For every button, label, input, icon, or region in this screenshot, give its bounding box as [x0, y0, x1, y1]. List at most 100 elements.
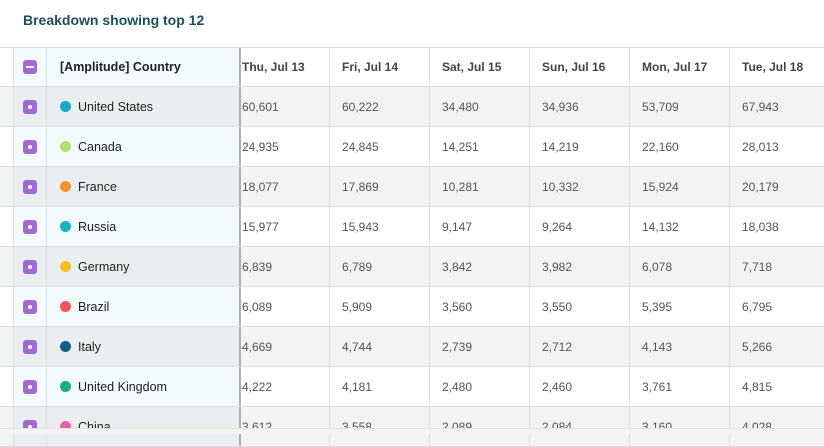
series-color-dot — [60, 141, 71, 152]
country-label: Italy — [78, 339, 101, 354]
table-row: China 3,612 3,558 2,089 2,084 3,160 4,028 — [0, 407, 824, 447]
horizontal-scrollbar[interactable] — [0, 428, 824, 434]
value-cell: 5,266 — [742, 339, 773, 354]
country-cell: China — [47, 407, 241, 446]
series-color-dot — [60, 341, 71, 352]
value-cell: 5,909 — [330, 287, 430, 326]
row-checkbox[interactable] — [23, 179, 37, 194]
country-cell: Italy — [47, 327, 241, 366]
row-checkbox[interactable] — [23, 299, 37, 314]
country-label: Russia — [78, 219, 117, 234]
value-cell: 6,089 — [241, 287, 330, 326]
value-cell: 6,078 — [630, 247, 730, 286]
row-checkbox[interactable] — [23, 99, 37, 114]
value-cell: 34,480 — [430, 87, 530, 126]
value-cell: 22,160 — [630, 127, 730, 166]
value-cell: 3,560 — [430, 287, 530, 326]
value-cell: 3,558 — [330, 407, 430, 446]
value-cell: 53,709 — [630, 87, 730, 126]
row-checkbox[interactable] — [23, 219, 37, 234]
value-cell: 9,264 — [530, 207, 630, 246]
value-cell: 60,601 — [241, 87, 330, 126]
series-color-dot — [60, 181, 71, 192]
country-cell: United States — [47, 87, 241, 126]
value-cell: 15,977 — [241, 207, 330, 246]
value-cell: 2,084 — [530, 407, 630, 446]
table-header: [Amplitude] Country Thu, Jul 13 Fri, Jul … — [0, 47, 824, 87]
value-cell: 15,924 — [630, 167, 730, 206]
country-label: Brazil — [78, 299, 110, 314]
value-cell: 4,669 — [241, 327, 330, 366]
country-label: United Kingdom — [78, 379, 167, 394]
value-cell: 3,982 — [530, 247, 630, 286]
value-cell: 5,395 — [630, 287, 730, 326]
country-cell: United Kingdom — [47, 367, 241, 406]
value-cell: 2,739 — [430, 327, 530, 366]
breakdown-table: [Amplitude] Country Thu, Jul 13 Fri, Jul … — [0, 47, 824, 447]
series-color-dot — [60, 381, 71, 392]
value-cell: 9,147 — [430, 207, 530, 246]
value-cell: 15,943 — [330, 207, 430, 246]
value-cell: 14,251 — [430, 127, 530, 166]
value-cell: 4,744 — [330, 327, 430, 366]
table-row: United States 60,601 60,222 34,480 34,936 53,… — [0, 87, 824, 127]
value-cell: 3,842 — [430, 247, 530, 286]
breakdown-title: Breakdown showing top 12 — [23, 12, 205, 28]
value-cell: 6,789 — [330, 247, 430, 286]
country-cell: France — [47, 167, 241, 206]
value-cell: 4,181 — [330, 367, 430, 406]
value-cell: 4,143 — [630, 327, 730, 366]
table-row: Brazil 6,089 5,909 3,560 3,550 5,395 6,795 — [0, 287, 824, 327]
series-color-dot — [60, 301, 71, 312]
date-column-header[interactable]: Mon, Jul 17 — [630, 48, 730, 86]
value-cell: 14,219 — [530, 127, 630, 166]
value-cell: 7,718 — [742, 259, 773, 274]
value-cell: 3,612 — [241, 407, 330, 446]
date-column-header[interactable]: Sun, Jul 16 — [530, 48, 630, 86]
row-checkbox[interactable] — [23, 379, 37, 394]
country-cell: Brazil — [47, 287, 241, 326]
value-cell: 2,460 — [530, 367, 630, 406]
select-all-checkbox[interactable] — [23, 60, 37, 74]
table-row: United Kingdom 4,222 4,181 2,480 2,460 3,761 4… — [0, 367, 824, 407]
value-cell: 10,332 — [530, 167, 630, 206]
table-row: Germany 6,839 6,789 3,842 3,982 6,078 7,718 — [0, 247, 824, 287]
row-checkbox[interactable] — [23, 339, 37, 354]
value-cell: 4,028 — [742, 419, 773, 434]
value-cell: 24,935 — [241, 127, 330, 166]
value-cell: 10,281 — [430, 167, 530, 206]
date-column-header[interactable]: Fri, Jul 14 — [330, 48, 430, 86]
value-cell: 14,132 — [630, 207, 730, 246]
value-cell: 67,943 — [742, 99, 779, 114]
date-column-header[interactable]: Sat, Jul 15 — [430, 48, 530, 86]
value-cell: 6,839 — [241, 247, 330, 286]
series-color-dot — [60, 421, 71, 432]
row-checkbox[interactable] — [23, 259, 37, 274]
country-cell: Russia — [47, 207, 241, 246]
series-color-dot — [60, 101, 71, 112]
value-cell: 60,222 — [330, 87, 430, 126]
country-label: Germany — [78, 259, 130, 274]
series-color-dot — [60, 221, 71, 232]
date-column-header[interactable]: Thu, Jul 13 — [241, 48, 330, 86]
country-cell: Germany — [47, 247, 241, 286]
country-cell: Canada — [47, 127, 241, 166]
value-cell: 18,038 — [742, 219, 779, 234]
value-cell: 2,480 — [430, 367, 530, 406]
value-cell: 4,222 — [241, 367, 330, 406]
value-cell: 2,712 — [530, 327, 630, 366]
table-row: France 18,077 17,869 10,281 10,332 15,924 20,1… — [0, 167, 824, 207]
value-cell: 3,761 — [630, 367, 730, 406]
value-cell: 24,845 — [330, 127, 430, 166]
table-row: Canada 24,935 24,845 14,251 14,219 22,160 28,0… — [0, 127, 824, 167]
country-label: Canada — [78, 139, 122, 154]
value-cell: 20,179 — [742, 179, 779, 194]
value-cell: 3,550 — [530, 287, 630, 326]
value-cell: 4,815 — [742, 379, 773, 394]
value-cell: 34,936 — [530, 87, 630, 126]
date-column-header[interactable]: Tue, Jul 18 — [742, 60, 804, 74]
country-column-header[interactable]: [Amplitude] Country — [47, 48, 241, 86]
series-color-dot — [60, 261, 71, 272]
value-cell: 28,013 — [742, 139, 779, 154]
row-checkbox[interactable] — [23, 139, 37, 154]
